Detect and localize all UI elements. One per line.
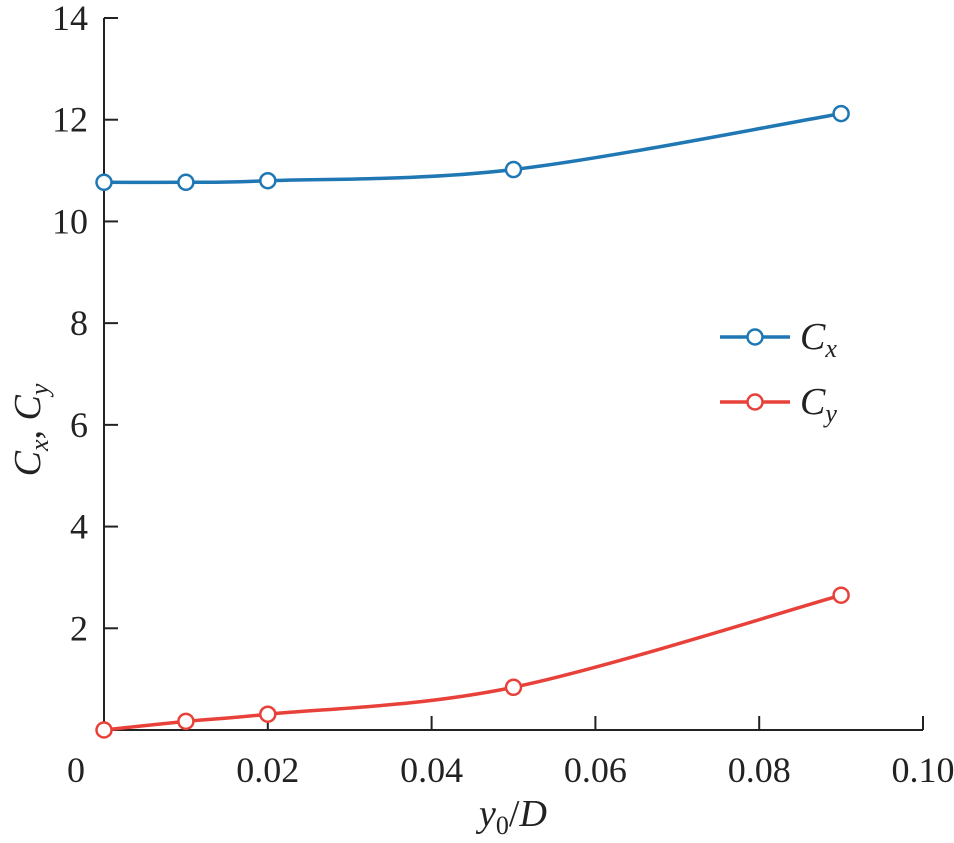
data-point-cx <box>259 171 277 190</box>
data-point-cy <box>504 678 523 697</box>
x-tick-label: 0.04 <box>400 750 463 790</box>
y-tick-label: 2 <box>70 608 88 648</box>
legend: Cx Cy <box>720 316 837 428</box>
data-point-cx <box>177 173 195 192</box>
y-tick-label: 8 <box>70 303 88 343</box>
y-tick-label: 4 <box>70 507 88 547</box>
legend-marker-cx <box>746 328 764 346</box>
y-tick-label: 12 <box>52 100 88 140</box>
data-point-cy <box>832 586 850 604</box>
axes <box>103 18 923 731</box>
series-line-cy <box>103 593 842 732</box>
legend-label-cy: Cy <box>800 381 837 428</box>
data-point-cx <box>832 104 850 123</box>
data-point-cy <box>259 705 277 723</box>
data-point-cx <box>95 173 113 192</box>
x-tick-label: 0.10 <box>892 750 954 790</box>
data-point-cy <box>177 712 195 731</box>
y-tick-label: 14 <box>52 0 88 38</box>
data-point-cy <box>95 721 113 739</box>
series-line-cx <box>103 111 842 185</box>
legend-label-cx: Cx <box>800 316 837 363</box>
y-tick-label: 10 <box>52 201 88 241</box>
data-point-cx <box>504 160 523 179</box>
x-tick-label: 0.08 <box>728 750 791 790</box>
y-axis-label: Cx, Cy <box>7 383 54 476</box>
series-layer <box>95 104 850 739</box>
y-tick-label: 6 <box>70 405 88 445</box>
x-tick-label: 0.02 <box>236 750 299 790</box>
ticks: 0 0.02 0.04 0.06 0.08 0.10 2 4 6 8 10 12 14 <box>52 0 954 790</box>
x-axis-label: y0/D <box>475 793 547 840</box>
x-tick-label: 0 <box>67 750 85 790</box>
x-tick-label: 0.06 <box>564 750 627 790</box>
legend-marker-cy <box>746 393 764 411</box>
